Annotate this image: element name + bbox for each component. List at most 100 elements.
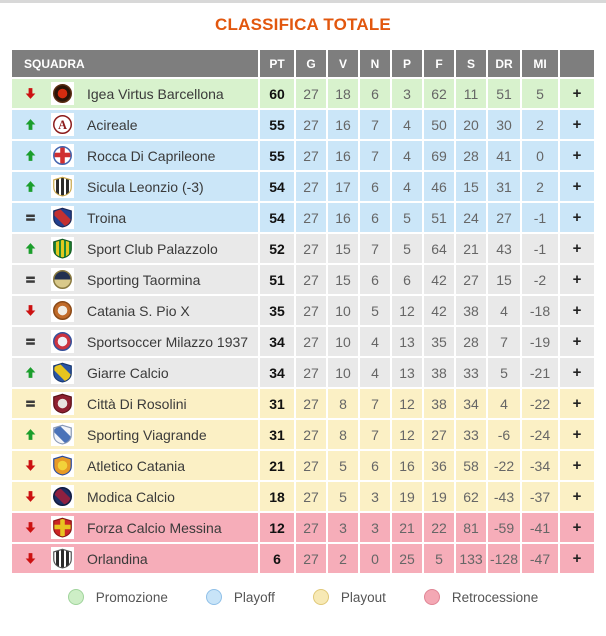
expand-row-button[interactable]: + xyxy=(560,513,594,542)
stat-f: 50 xyxy=(424,110,454,139)
expand-row-button[interactable]: + xyxy=(560,203,594,232)
expand-row-button[interactable]: + xyxy=(560,420,594,449)
legend-item-playoff: Playoff xyxy=(205,589,275,605)
expand-row-button[interactable]: + xyxy=(560,451,594,480)
stat-v: 10 xyxy=(328,296,358,325)
table-row: Sporting Viagrande 31 27 8 7 12 27 33 -6 -24 + xyxy=(12,420,594,449)
stat-n: 3 xyxy=(360,513,390,542)
stat-dr: 4 xyxy=(488,296,520,325)
column-header-expand xyxy=(560,50,594,77)
stat-s: 28 xyxy=(456,141,486,170)
team-name: Sport Club Palazzolo xyxy=(87,240,218,257)
column-header-s: S xyxy=(456,50,486,77)
stat-mi: -24 xyxy=(522,420,558,449)
stat-v: 18 xyxy=(328,79,358,108)
stat-p: 16 xyxy=(392,451,422,480)
stat-p: 5 xyxy=(392,234,422,263)
team-name: Atletico Catania xyxy=(87,457,186,474)
legend-label: Promozione xyxy=(95,589,168,605)
team-logo xyxy=(51,82,74,105)
expand-row-button[interactable]: + xyxy=(560,141,594,170)
stat-p: 13 xyxy=(392,358,422,387)
page-title: CLASSIFICA TOTALE xyxy=(215,15,391,34)
stat-s: 21 xyxy=(456,234,486,263)
table-row: Giarre Calcio 34 27 10 4 13 38 33 5 -21 + xyxy=(12,358,594,387)
team-logo xyxy=(51,237,74,260)
stat-mi: -18 xyxy=(522,296,558,325)
stat-s: 38 xyxy=(456,296,486,325)
stat-pt: 55 xyxy=(260,141,294,170)
expand-row-button[interactable]: + xyxy=(560,234,594,263)
movement-down-icon xyxy=(23,459,38,472)
stat-f: 69 xyxy=(424,141,454,170)
stat-f: 27 xyxy=(424,420,454,449)
stat-v: 8 xyxy=(328,420,358,449)
standings-body: Igea Virtus Barcellona 60 27 18 6 3 62 11 51 5 + A A… xyxy=(12,79,594,573)
team-logo xyxy=(51,361,74,384)
stat-n: 0 xyxy=(360,544,390,573)
stat-s: 24 xyxy=(456,203,486,232)
stat-dr: 4 xyxy=(488,389,520,418)
standings-table: SQUADRA PT G V N P F S DR MI Igea Virtus Barcello… xyxy=(10,48,596,575)
stat-g: 27 xyxy=(296,358,326,387)
table-row: Orlandina 6 27 2 0 25 5 133 -128 -47 + xyxy=(12,544,594,573)
team-name: Orlandina xyxy=(87,550,148,567)
team-cell-content: Sportsoccer Milazzo 1937 xyxy=(12,330,258,353)
table-row: Sicula Leonzio (-3) 54 27 17 6 4 46 15 31 2 + xyxy=(12,172,594,201)
stat-mi: 2 xyxy=(522,172,558,201)
stat-n: 6 xyxy=(360,79,390,108)
movement-same-icon xyxy=(23,335,38,348)
movement-up-icon xyxy=(23,366,38,379)
team-logo xyxy=(51,268,74,291)
team-cell-content: Sporting Viagrande xyxy=(12,423,258,446)
expand-row-button[interactable]: + xyxy=(560,358,594,387)
team-logo xyxy=(51,175,74,198)
stat-p: 5 xyxy=(392,203,422,232)
expand-row-button[interactable]: + xyxy=(560,327,594,356)
stat-v: 3 xyxy=(328,513,358,542)
stat-n: 4 xyxy=(360,358,390,387)
legend-item-promozione: Promozione xyxy=(67,589,168,605)
expand-row-button[interactable]: + xyxy=(560,110,594,139)
expand-row-button[interactable]: + xyxy=(560,172,594,201)
expand-row-button[interactable]: + xyxy=(560,389,594,418)
expand-row-button[interactable]: + xyxy=(560,544,594,573)
team-cell: Sport Club Palazzolo xyxy=(12,234,258,263)
team-cell-content: Troina xyxy=(12,206,258,229)
stat-p: 4 xyxy=(392,110,422,139)
stat-g: 27 xyxy=(296,203,326,232)
legend-label: Playout xyxy=(340,589,386,605)
team-cell: Troina xyxy=(12,203,258,232)
expand-row-button[interactable]: + xyxy=(560,265,594,294)
stat-dr: 43 xyxy=(488,234,520,263)
expand-row-button[interactable]: + xyxy=(560,79,594,108)
stat-s: 27 xyxy=(456,265,486,294)
stat-f: 42 xyxy=(424,265,454,294)
stat-p: 12 xyxy=(392,389,422,418)
stat-mi: -21 xyxy=(522,358,558,387)
movement-same-icon xyxy=(23,273,38,286)
team-name: Sportsoccer Milazzo 1937 xyxy=(87,333,249,350)
column-header-squadra: SQUADRA xyxy=(12,50,258,77)
team-name: Forza Calcio Messina xyxy=(87,519,222,536)
stat-g: 27 xyxy=(296,389,326,418)
table-row: Igea Virtus Barcellona 60 27 18 6 3 62 11 51 5 + xyxy=(12,79,594,108)
stat-v: 10 xyxy=(328,327,358,356)
stat-s: 62 xyxy=(456,482,486,511)
stat-p: 6 xyxy=(392,265,422,294)
team-logo xyxy=(51,206,74,229)
stat-pt: 31 xyxy=(260,420,294,449)
movement-up-icon xyxy=(23,428,38,441)
stat-n: 3 xyxy=(360,482,390,511)
stat-n: 6 xyxy=(360,172,390,201)
team-name: Igea Virtus Barcellona xyxy=(87,85,224,102)
legend-color-dot xyxy=(205,589,222,605)
stat-mi: 2 xyxy=(522,110,558,139)
stat-g: 27 xyxy=(296,327,326,356)
stat-s: 33 xyxy=(456,420,486,449)
team-cell-content: A Acireale xyxy=(12,113,258,136)
stat-s: 34 xyxy=(456,389,486,418)
expand-row-button[interactable]: + xyxy=(560,482,594,511)
expand-row-button[interactable]: + xyxy=(560,296,594,325)
stat-mi: -22 xyxy=(522,389,558,418)
